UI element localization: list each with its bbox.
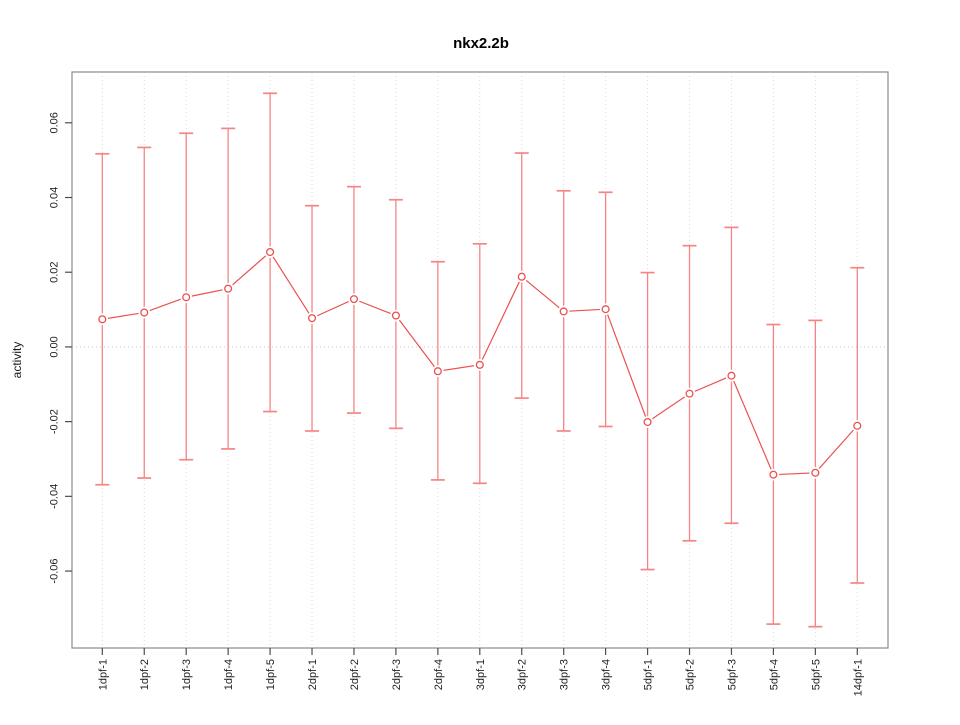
x-tick-label: 2dpf-1 [307,659,319,690]
point-mask [809,467,822,479]
data-point [307,314,317,323]
data-point [685,389,694,398]
data-point [433,367,442,376]
y-tick-label: -0.02 [49,409,61,434]
x-tick-label: 1dpf-5 [265,659,277,690]
y-axis-label: activity [10,342,24,379]
x-tick-label: 2dpf-3 [391,659,403,690]
data-point [475,360,484,369]
x-tick-label: 1dpf-1 [97,659,109,690]
x-tick-label: 3dpf-2 [517,659,529,690]
chart-title: nkx2.2b [453,35,509,52]
point-mask [473,359,486,371]
x-tick-label: 2dpf-4 [433,659,445,690]
point-mask [515,270,528,283]
data-point [266,247,275,257]
data-point [559,307,568,316]
x-tick-label: 5dpf-2 [685,659,697,690]
data-point [643,417,652,427]
x-tick-label: 1dpf-2 [139,659,151,690]
point-mask [683,387,696,400]
point-mask [641,416,654,428]
point-mask [557,305,570,318]
point-mask [767,468,780,481]
x-tick-label: 3dpf-1 [475,659,487,690]
data-point [769,470,778,479]
data-point [182,293,191,302]
point-mask [390,309,402,322]
x-tick-label: 5dpf-5 [810,659,822,690]
x-tick-label: 5dpf-1 [643,659,655,690]
point-mask [306,312,318,324]
point-mask [138,306,151,319]
point-mask [222,282,234,295]
data-point [517,272,526,281]
data-point [140,308,149,317]
y-tick-label: 0.02 [49,262,61,283]
y-tick-label: 0.04 [49,187,61,208]
data-point [224,284,233,293]
x-tick-label: 5dpf-4 [768,659,780,690]
data-points [96,246,864,481]
x-tick-label: 2dpf-2 [349,659,361,690]
data-point [853,421,862,430]
point-mask [180,291,192,304]
data-point [349,295,359,304]
point-mask [725,369,738,382]
data-point [98,315,107,324]
point-mask [851,419,864,432]
point-mask [264,246,276,258]
x-tick-label: 3dpf-4 [601,659,613,690]
data-point [811,468,820,477]
x-axis: 1dpf-1 1dpf-2 1dpf-3 1dpf-4 1dpf-5 2dpf-1 2dpf… [97,648,864,696]
data-point [601,305,610,314]
x-tick-label: 5dpf-3 [726,659,738,690]
point-mask [599,303,612,315]
x-tick-label: 3dpf-3 [559,659,571,690]
point-mask [348,293,360,305]
y-tick-label: -0.04 [49,484,61,509]
data-point [727,371,736,380]
point-mask [432,365,444,378]
y-axis: 0.06 0.04 0.02 0.00 -0.02 -0.04 -0.06 [49,112,72,584]
point-mask [96,313,109,326]
x-tick-label: 1dpf-3 [181,659,193,690]
x-tick-label: 1dpf-4 [223,659,235,690]
y-tick-label: 0.06 [49,112,61,133]
y-tick-label: -0.06 [49,559,61,584]
y-tick-label: 0.00 [49,336,61,357]
data-point [391,311,400,320]
x-tick-label: 14dpf-1 [852,659,864,696]
